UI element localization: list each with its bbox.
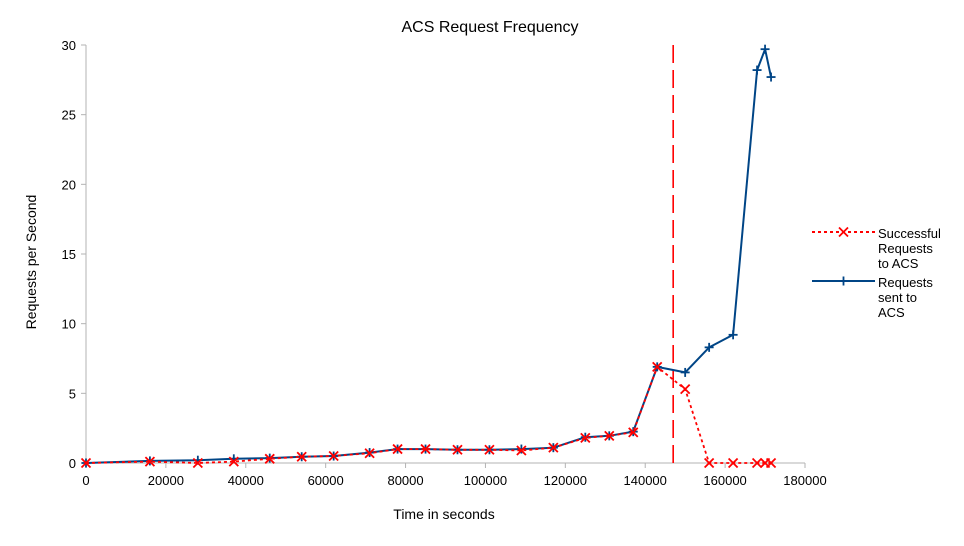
data-point <box>604 430 615 441</box>
series-0 <box>80 361 777 469</box>
axes: 0 5 10 15 20 25 30 0 20000 40000 60000 80000 100000 1… <box>62 38 827 488</box>
data-point <box>80 457 92 469</box>
data-point <box>392 443 403 455</box>
data-point <box>752 65 762 75</box>
y-tick-label: 20 <box>62 177 76 192</box>
y-tick-label: 0 <box>69 456 76 471</box>
data-point <box>628 427 639 438</box>
data-point <box>452 444 463 455</box>
x-tick-label: 0 <box>82 473 89 488</box>
legend-marker <box>838 226 849 238</box>
data-point <box>516 444 526 454</box>
data-point <box>680 384 691 395</box>
data-point <box>703 457 715 469</box>
x-tick-label: 20000 <box>148 473 184 488</box>
legend-marker <box>839 276 848 286</box>
legend-label: Requests <box>878 275 933 290</box>
data-point <box>192 457 203 469</box>
data-point <box>484 444 495 455</box>
x-tick-label: 40000 <box>228 473 264 488</box>
data-point <box>548 442 559 453</box>
data-point <box>516 445 527 456</box>
data-point <box>420 443 431 455</box>
series-line <box>85 48 772 464</box>
legend-label: Successful <box>878 226 941 241</box>
y-tick-label: 5 <box>69 386 76 401</box>
data-point <box>364 448 375 459</box>
data-point <box>228 456 239 467</box>
series-line <box>85 365 771 464</box>
legend-label: to ACS <box>878 256 919 271</box>
data-point <box>766 72 776 82</box>
x-tick-label: 80000 <box>387 473 423 488</box>
x-tick-label: 160000 <box>703 473 746 488</box>
y-tick-label: 10 <box>62 317 76 332</box>
data-point <box>727 457 739 469</box>
legend-label: sent to <box>878 290 917 305</box>
data-point <box>328 450 339 462</box>
legend-label: ACS <box>878 305 905 320</box>
series-1 <box>81 44 776 468</box>
data-point <box>704 342 714 352</box>
data-point <box>652 361 663 372</box>
x-tick-label: 140000 <box>624 473 667 488</box>
y-tick-label: 25 <box>62 108 76 123</box>
data-point <box>296 451 307 462</box>
data-point <box>765 457 777 469</box>
x-tick-label: 100000 <box>464 473 507 488</box>
data-point <box>751 457 763 469</box>
data-point <box>264 453 275 464</box>
data-point <box>760 44 770 54</box>
x-tick-label: 180000 <box>783 473 826 488</box>
legend-label: Requests <box>878 241 933 256</box>
data-point <box>728 330 738 340</box>
y-axis-label: Requests per Second <box>23 195 39 330</box>
x-tick-label: 60000 <box>308 473 344 488</box>
x-axis-label: Time in seconds <box>393 506 494 522</box>
series-layer <box>80 44 777 469</box>
data-point <box>144 456 156 467</box>
y-tick-label: 30 <box>62 38 76 53</box>
data-point <box>680 367 690 377</box>
y-tick-label: 15 <box>62 247 76 262</box>
x-tick-label: 120000 <box>544 473 587 488</box>
data-point <box>580 432 591 444</box>
chart-title: ACS Request Frequency <box>402 19 579 36</box>
